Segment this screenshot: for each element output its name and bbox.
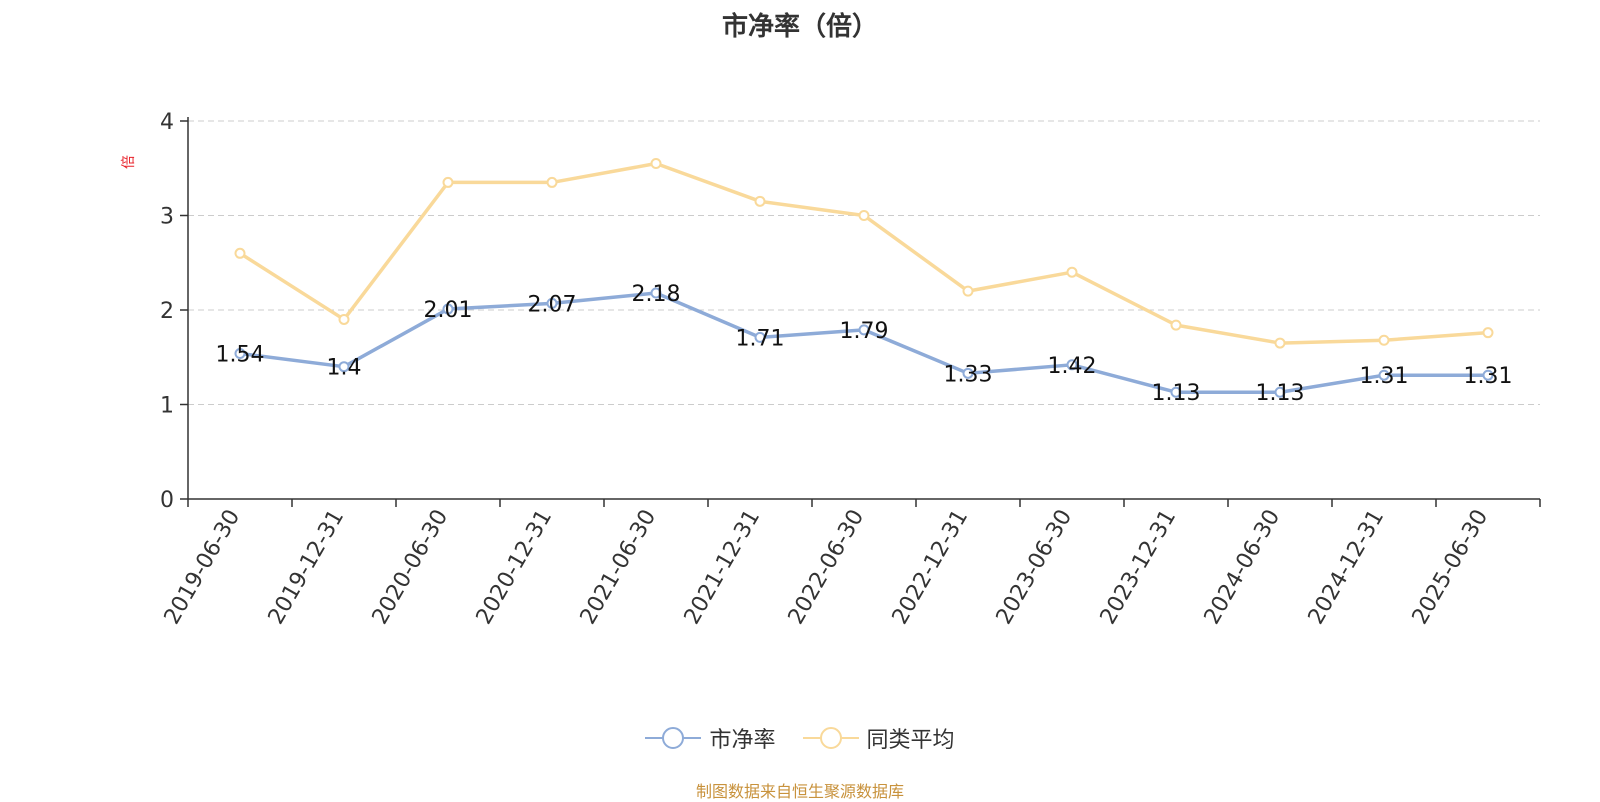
y-tick-label: 1: [160, 394, 174, 419]
legend: 市净率 同类平均: [0, 722, 1600, 756]
x-tick-label: 2023-06-30: [992, 506, 1078, 629]
data-label: 1.54: [216, 342, 265, 367]
x-tick-label: 2021-06-30: [576, 506, 662, 629]
data-labels: 1.54 1.4 2.01 2.07 2.18 1.71 1.79 1.33 1.42 1.13 1…: [216, 282, 1513, 406]
data-point-2: [1170, 319, 1182, 331]
data-point-2: [1378, 334, 1390, 346]
data-point-1: [338, 361, 350, 373]
y-tick-label: 0: [160, 488, 174, 513]
legend-line-circle-icon: [802, 727, 859, 749]
x-tick-label: 2025-06-30: [1408, 506, 1494, 629]
data-point-1: [442, 303, 454, 315]
data-point-2: [442, 176, 454, 188]
data-point-1: [754, 331, 766, 343]
data-point-1: [858, 324, 870, 336]
data-point-2: [858, 210, 870, 221]
data-point-1: [1170, 386, 1182, 398]
data-point-1: [546, 297, 558, 309]
data-point-1: [1482, 369, 1494, 381]
legend-label-series-1: 市净率: [709, 728, 776, 753]
data-point-2: [1274, 337, 1286, 349]
y-tick-label: 2: [160, 299, 174, 324]
source-note: 制图数据来自恒生聚源数据库: [695, 782, 904, 801]
data-label: 1.33: [944, 362, 993, 387]
x-tick-label: 2020-12-31: [472, 506, 558, 629]
legend-label-series-2: 同类平均: [866, 728, 955, 753]
data-label: 2.07: [528, 292, 577, 317]
series-lines: [234, 158, 1494, 398]
legend-item-series-1[interactable]: 市净率: [645, 722, 776, 754]
data-label: 2.18: [632, 282, 681, 307]
data-point-1: [1066, 359, 1078, 371]
axes: 0 1 2 3 4 2019-06-30 2019-12-31 2020-06-30 2020-…: [160, 110, 1541, 629]
data-label: 1.4: [327, 356, 362, 381]
x-tick-label: 2019-12-31: [264, 506, 350, 629]
x-tick-label: 2021-12-31: [680, 506, 766, 629]
data-point-2: [962, 285, 974, 297]
grid-lines: [188, 120, 1540, 405]
data-point-2: [546, 176, 558, 188]
data-point-2: [1482, 327, 1494, 339]
data-point-1: [650, 287, 662, 299]
data-label: 1.13: [1256, 381, 1305, 406]
x-tick-label: 2022-12-31: [888, 506, 974, 629]
x-tick-label: 2024-12-31: [1304, 506, 1390, 629]
data-point-2: [754, 195, 766, 207]
data-point-2: [338, 313, 350, 325]
data-point-1: [962, 367, 974, 379]
x-tick-label: 2023-12-31: [1096, 506, 1182, 629]
data-label: 1.71: [736, 326, 785, 351]
x-tick-label: 2019-06-30: [160, 506, 246, 629]
legend-item-series-2[interactable]: 同类平均: [802, 722, 955, 754]
data-label: 1.42: [1048, 354, 1097, 379]
data-label: 1.13: [1152, 381, 1201, 406]
line-chart: 0 1 2 3 4 2019-06-30 2019-12-31 2020-06-30 2020-…: [160, 110, 1541, 629]
data-point-2: [1066, 266, 1078, 278]
chart-title: 市净率（倍）: [721, 12, 878, 42]
x-tick-label: 2022-06-30: [784, 506, 870, 629]
legend-line-circle-icon: [645, 727, 702, 749]
data-label: 1.31: [1360, 364, 1409, 389]
data-point-1: [1378, 369, 1390, 381]
data-label: 1.31: [1464, 364, 1513, 389]
data-point-1: [1274, 386, 1286, 398]
y-tick-label: 4: [160, 110, 174, 135]
data-point-2: [234, 247, 246, 259]
data-point-1: [234, 347, 246, 359]
x-tick-label: 2024-06-30: [1200, 506, 1286, 629]
y-tick-label: 3: [160, 205, 174, 230]
data-point-2: [650, 158, 662, 170]
data-label: 2.01: [424, 298, 473, 323]
x-tick-label: 2020-06-30: [368, 506, 454, 629]
data-label: 1.79: [840, 319, 889, 344]
